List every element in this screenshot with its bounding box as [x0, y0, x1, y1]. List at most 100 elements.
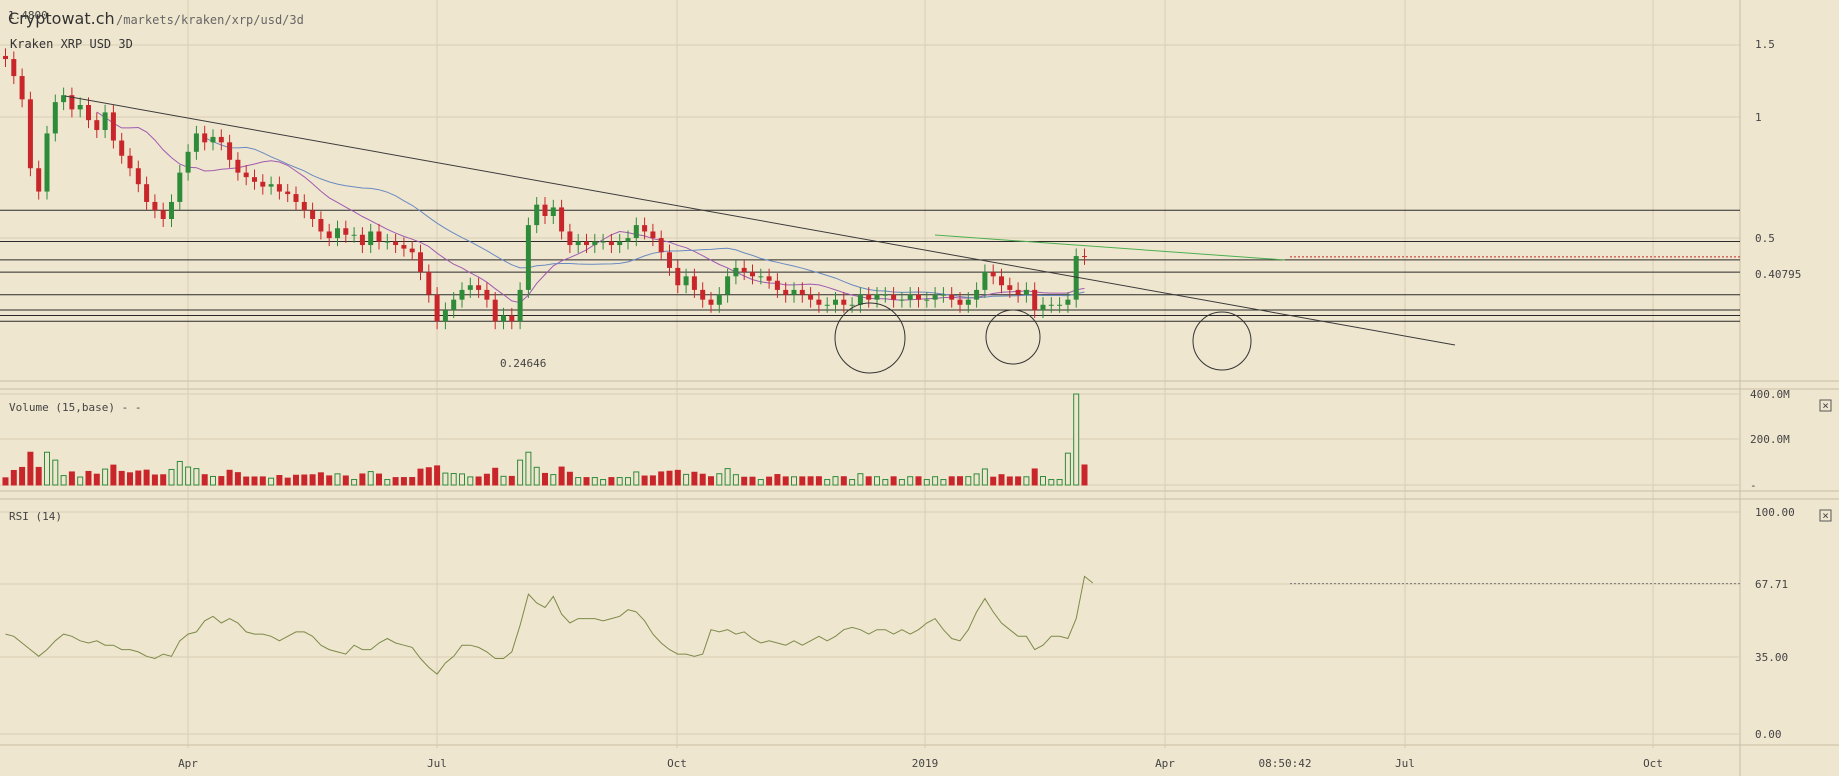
candle-up [924, 299, 930, 301]
candle-down [160, 210, 166, 219]
candle-down [675, 267, 681, 286]
volume-bar-down [93, 473, 100, 486]
candle-down [202, 133, 208, 143]
site-path[interactable]: /markets/kraken/xrp/usd/3d [116, 13, 304, 27]
volume-bar-down [658, 471, 665, 486]
candle-up [617, 241, 623, 246]
volume-pane[interactable] [2, 393, 1088, 486]
candle-down [393, 241, 399, 246]
green-trendline [934, 234, 1286, 261]
volume-bar-down [409, 477, 416, 486]
candle-down [492, 299, 498, 322]
price-ytick-label: 0.5 [1755, 232, 1775, 245]
price-pane[interactable] [0, 48, 1740, 374]
candle-up [882, 294, 888, 296]
volume-bar-up [500, 475, 507, 486]
candle-up [1073, 256, 1079, 300]
volume-bar-up [981, 468, 988, 486]
candle-up [459, 289, 465, 300]
candle-up [592, 241, 598, 246]
candle-up [351, 234, 357, 236]
volume-bar-up [268, 477, 275, 486]
candle-up [185, 151, 191, 173]
candle-down [301, 201, 307, 211]
volume-bar-up [724, 468, 731, 486]
rsi-ytick-label: 35.00 [1755, 651, 1788, 664]
volume-bar-down [376, 473, 382, 486]
volume-bar-down [674, 469, 681, 486]
volume-bar-up [168, 468, 175, 486]
candle-down [841, 299, 847, 305]
volume-bar-up [60, 475, 67, 486]
volume-bar-up [1048, 479, 1055, 486]
volume-bar-up [882, 479, 889, 486]
volume-bar-down [608, 477, 615, 486]
candle-up [758, 276, 764, 278]
candle-up [716, 294, 722, 305]
volume-bar-down [782, 476, 789, 486]
volume-bar-up [193, 468, 200, 486]
candle-down [86, 104, 91, 121]
volume-bar-down [699, 473, 706, 486]
volume-bar-down [359, 473, 366, 486]
volume-bar-down [483, 473, 490, 486]
volume-bar-up [210, 475, 216, 486]
candle-up [451, 299, 457, 311]
candle-down [426, 272, 432, 295]
rsi-line [5, 575, 1094, 675]
volume-bar-down [284, 477, 291, 486]
candle-down [667, 252, 672, 268]
volume-bar-down [1081, 464, 1088, 486]
volume-bar-down [749, 476, 756, 486]
volume-bar-up [923, 479, 930, 486]
volume-bar-down [957, 476, 963, 486]
volume-bar-up [384, 479, 391, 486]
volume-bar-up [1023, 476, 1030, 486]
candle-down [110, 112, 116, 141]
candle-down [891, 294, 897, 300]
volume-label: Volume (15,base) - - [9, 401, 141, 414]
candle-up [907, 294, 913, 300]
volume-bar-down [317, 472, 324, 486]
candle-up [442, 310, 448, 322]
volume-ytick-label: 400.0M [1750, 388, 1790, 401]
volume-close-button[interactable]: × [1819, 399, 1832, 412]
volume-bar-down [135, 470, 142, 486]
candle-up [61, 95, 67, 103]
volume-bar-down [741, 476, 748, 486]
rsi-close-glyph: × [1822, 509, 1829, 522]
volume-bar-up [517, 459, 524, 486]
volume-bar-down [301, 474, 308, 486]
candle-down [691, 276, 697, 290]
candle-down [119, 140, 125, 156]
volume-bar-down [948, 476, 955, 486]
candle-down [1007, 285, 1013, 290]
volume-bar-down [766, 476, 773, 486]
volume-bar-up [633, 471, 640, 486]
candle-down [276, 184, 282, 192]
volume-bar-down [799, 476, 806, 486]
candle-down [94, 120, 100, 131]
volume-bar-down [110, 464, 117, 486]
candle-down [866, 294, 872, 300]
volume-bar-up [824, 479, 831, 486]
rsi-close-button[interactable]: × [1819, 509, 1832, 522]
volume-bar-down [85, 470, 92, 486]
volume-bar-down [542, 472, 548, 486]
highlight-circle [985, 309, 1041, 365]
candle-up [177, 172, 183, 202]
volume-bar-up [467, 476, 474, 486]
volume-bar-down [143, 469, 150, 486]
volume-bar-down [234, 472, 241, 486]
rsi-pane[interactable] [5, 575, 1741, 675]
candle-up [1057, 304, 1063, 306]
candle-up [517, 289, 523, 322]
clipped-price-label: 1.4800 [8, 9, 48, 22]
price-ytick-label: 1 [1755, 111, 1762, 124]
volume-bar-down [251, 476, 258, 486]
candle-down [318, 218, 324, 232]
volume-bar-down [1015, 476, 1022, 486]
volume-bar-down [2, 477, 9, 486]
site-title[interactable]: Cryptowat.ch [8, 9, 115, 28]
